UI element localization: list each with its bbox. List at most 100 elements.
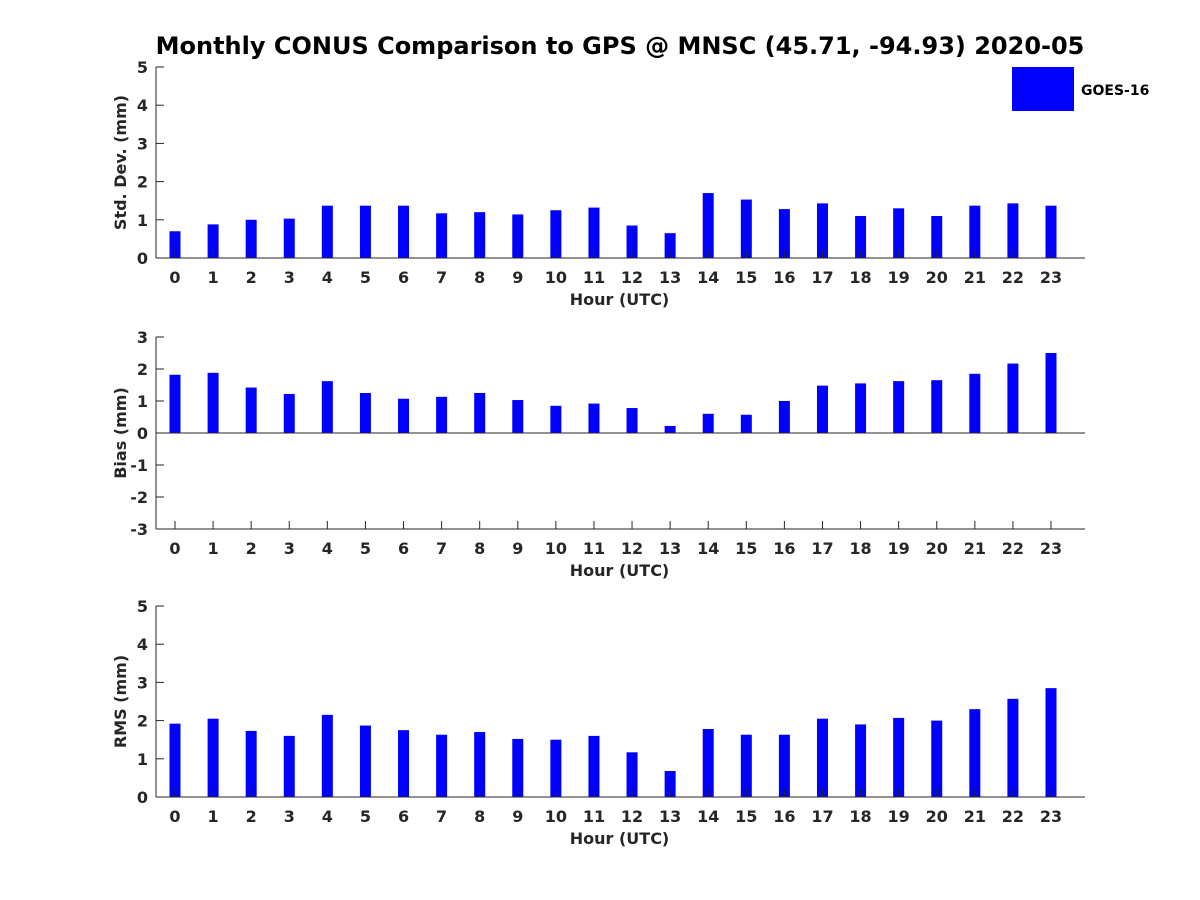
x-tick-label-rms-mm: 19: [888, 807, 910, 826]
bar-rms-mm-hour-3: [283, 735, 295, 797]
x-tick-label-rms-mm: 0: [169, 807, 180, 826]
bar-bias-mm-hour-2: [245, 387, 257, 433]
x-tick-label-bias-mm: 20: [926, 539, 948, 558]
bar-bias-mm-hour-9: [512, 400, 524, 433]
x-tick-label-rms-mm: 7: [436, 807, 447, 826]
x-axis-label-rms-mm: Hour (UTC): [570, 829, 670, 848]
x-tick-label-bias-mm: 9: [512, 539, 523, 558]
x-axis-label-std-dev-mm: Hour (UTC): [570, 290, 670, 309]
x-tick-label-bias-mm: 4: [322, 539, 333, 558]
bar-rms-mm-hour-18: [855, 724, 867, 797]
x-tick-label-std-dev-mm: 16: [773, 268, 795, 287]
bar-bias-mm-hour-16: [778, 401, 790, 433]
bar-bias-mm-hour-5: [359, 393, 371, 433]
bar-rms-mm-hour-6: [398, 730, 410, 797]
x-tick-label-rms-mm: 3: [284, 807, 295, 826]
bar-std-dev-mm-hour-5: [359, 205, 371, 258]
bar-rms-mm-hour-20: [931, 720, 943, 797]
x-tick-label-bias-mm: 15: [735, 539, 757, 558]
x-tick-label-bias-mm: 19: [888, 539, 910, 558]
x-tick-label-std-dev-mm: 22: [1002, 268, 1024, 287]
bar-rms-mm-hour-5: [359, 725, 371, 797]
bar-rms-mm-hour-22: [1007, 698, 1019, 797]
y-tick-label-rms-mm: 2: [137, 712, 148, 731]
bar-rms-mm-hour-9: [512, 738, 524, 797]
bar-rms-mm-hour-13: [664, 771, 676, 797]
x-tick-label-rms-mm: 1: [208, 807, 219, 826]
bar-std-dev-mm-hour-20: [931, 215, 943, 258]
x-tick-label-std-dev-mm: 1: [208, 268, 219, 287]
bar-bias-mm-hour-19: [893, 381, 905, 433]
bar-std-dev-mm-hour-19: [893, 208, 905, 258]
chart-title: Monthly CONUS Comparison to GPS @ MNSC (…: [156, 32, 1085, 60]
y-axis-label-rms-mm: RMS (mm): [111, 655, 130, 748]
x-tick-label-std-dev-mm: 6: [398, 268, 409, 287]
bar-bias-mm-hour-14: [702, 413, 714, 433]
y-axis-label-bias-mm: Bias (mm): [111, 387, 130, 479]
bar-rms-mm-hour-4: [321, 714, 333, 797]
bar-rms-mm-hour-11: [588, 735, 600, 797]
x-tick-label-bias-mm: 13: [659, 539, 681, 558]
x-tick-label-rms-mm: 10: [545, 807, 567, 826]
y-tick-label-rms-mm: 3: [137, 673, 148, 692]
x-tick-label-bias-mm: 2: [246, 539, 257, 558]
x-tick-label-std-dev-mm: 4: [322, 268, 333, 287]
x-tick-label-bias-mm: 7: [436, 539, 447, 558]
bar-bias-mm-hour-1: [207, 372, 219, 433]
x-tick-label-rms-mm: 9: [512, 807, 523, 826]
bar-std-dev-mm-hour-12: [626, 225, 638, 258]
x-tick-label-std-dev-mm: 9: [512, 268, 523, 287]
y-tick-label-std-dev-mm: 0: [137, 249, 148, 268]
bar-std-dev-mm-hour-8: [474, 212, 486, 258]
x-axis-label-bias-mm: Hour (UTC): [570, 561, 670, 580]
bar-std-dev-mm-hour-21: [969, 205, 981, 258]
x-tick-label-std-dev-mm: 12: [621, 268, 643, 287]
bar-bias-mm-hour-10: [550, 405, 562, 433]
bar-rms-mm-hour-10: [550, 739, 562, 797]
bar-bias-mm-hour-0: [169, 374, 181, 433]
x-tick-label-bias-mm: 5: [360, 539, 371, 558]
x-tick-label-bias-mm: 11: [583, 539, 605, 558]
x-tick-label-rms-mm: 23: [1040, 807, 1062, 826]
x-tick-label-rms-mm: 13: [659, 807, 681, 826]
legend: GOES-16: [1012, 67, 1149, 111]
y-tick-label-rms-mm: 0: [137, 788, 148, 807]
x-tick-label-rms-mm: 20: [926, 807, 948, 826]
x-tick-label-std-dev-mm: 3: [284, 268, 295, 287]
y-tick-label-bias-mm: 0: [137, 424, 148, 443]
y-tick-label-bias-mm: 3: [137, 328, 148, 347]
y-tick-label-rms-mm: 4: [137, 635, 148, 654]
x-tick-label-std-dev-mm: 0: [169, 268, 180, 287]
bar-rms-mm-hour-19: [893, 717, 905, 797]
bar-std-dev-mm-hour-22: [1007, 203, 1019, 258]
bar-std-dev-mm-hour-17: [816, 203, 828, 258]
bar-bias-mm-hour-3: [283, 393, 295, 433]
bar-bias-mm-hour-12: [626, 408, 638, 433]
x-tick-label-bias-mm: 12: [621, 539, 643, 558]
bar-std-dev-mm-hour-23: [1045, 205, 1057, 258]
y-tick-label-std-dev-mm: 4: [137, 96, 148, 115]
x-tick-label-rms-mm: 4: [322, 807, 333, 826]
bar-bias-mm-hour-18: [855, 383, 867, 433]
x-tick-label-bias-mm: 23: [1040, 539, 1062, 558]
x-tick-label-std-dev-mm: 2: [246, 268, 257, 287]
bar-bias-mm-hour-4: [321, 381, 333, 433]
x-tick-label-rms-mm: 8: [474, 807, 485, 826]
y-tick-label-std-dev-mm: 2: [137, 173, 148, 192]
x-tick-label-bias-mm: 18: [849, 539, 871, 558]
x-tick-label-bias-mm: 17: [811, 539, 833, 558]
x-tick-label-std-dev-mm: 11: [583, 268, 605, 287]
bar-std-dev-mm-hour-18: [855, 215, 867, 258]
bar-rms-mm-hour-17: [816, 718, 828, 797]
x-tick-label-std-dev-mm: 8: [474, 268, 485, 287]
bar-bias-mm-hour-23: [1045, 353, 1057, 433]
x-tick-label-std-dev-mm: 19: [888, 268, 910, 287]
x-tick-label-bias-mm: 8: [474, 539, 485, 558]
x-tick-label-std-dev-mm: 13: [659, 268, 681, 287]
x-tick-label-std-dev-mm: 10: [545, 268, 567, 287]
y-tick-label-rms-mm: 1: [137, 750, 148, 769]
